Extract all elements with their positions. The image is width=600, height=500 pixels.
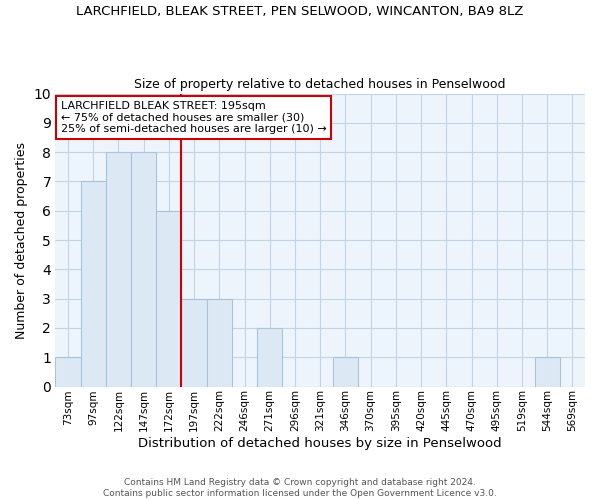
Y-axis label: Number of detached properties: Number of detached properties: [15, 142, 28, 338]
Text: LARCHFIELD, BLEAK STREET, PEN SELWOOD, WINCANTON, BA9 8LZ: LARCHFIELD, BLEAK STREET, PEN SELWOOD, W…: [76, 5, 524, 18]
Bar: [181, 298, 206, 386]
Bar: [257, 328, 283, 386]
Bar: [131, 152, 156, 386]
Bar: [80, 182, 106, 386]
Bar: [535, 357, 560, 386]
Bar: [156, 211, 181, 386]
Title: Size of property relative to detached houses in Penselwood: Size of property relative to detached ho…: [134, 78, 506, 91]
Text: LARCHFIELD BLEAK STREET: 195sqm
← 75% of detached houses are smaller (30)
25% of: LARCHFIELD BLEAK STREET: 195sqm ← 75% of…: [61, 101, 326, 134]
Bar: [106, 152, 131, 386]
X-axis label: Distribution of detached houses by size in Penselwood: Distribution of detached houses by size …: [139, 437, 502, 450]
Bar: [333, 357, 358, 386]
Text: Contains HM Land Registry data © Crown copyright and database right 2024.
Contai: Contains HM Land Registry data © Crown c…: [103, 478, 497, 498]
Bar: [55, 357, 80, 386]
Bar: [206, 298, 232, 386]
